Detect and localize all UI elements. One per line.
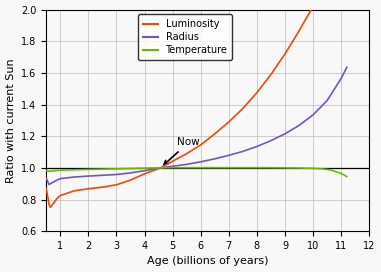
Temperature (58, 169, 62, 172)
X-axis label: Age (billions of years): Age (billions of years) (147, 256, 269, 267)
Temperature (297, 166, 301, 170)
Radius (344, 66, 349, 69)
Luminosity (100, 186, 105, 189)
Text: Now: Now (164, 137, 200, 165)
Temperature (227, 166, 231, 169)
Radius (114, 173, 119, 176)
Radius (227, 154, 231, 157)
Temperature (128, 167, 133, 170)
Temperature (283, 166, 287, 169)
Radius (100, 174, 105, 177)
Radius (240, 150, 245, 153)
Luminosity (55, 196, 60, 200)
Radius (170, 165, 175, 168)
Radius (86, 174, 91, 178)
Luminosity (114, 183, 119, 186)
Temperature (52, 169, 57, 172)
Luminosity (240, 107, 245, 110)
Temperature (339, 172, 343, 175)
Luminosity (142, 172, 147, 175)
Radius (255, 145, 259, 148)
Radius (47, 183, 51, 186)
Luminosity (269, 73, 273, 76)
Radius (142, 169, 147, 172)
Luminosity (58, 194, 62, 197)
Temperature (240, 166, 245, 169)
Luminosity (255, 91, 259, 94)
Radius (283, 132, 287, 135)
Luminosity (47, 203, 51, 206)
Luminosity (158, 166, 163, 169)
Radius (58, 177, 62, 180)
Line: Temperature: Temperature (46, 168, 347, 177)
Radius (199, 160, 203, 163)
Temperature (184, 166, 189, 169)
Radius (184, 163, 189, 166)
Temperature (86, 168, 91, 171)
Y-axis label: Ratio with current Sun: Ratio with current Sun (6, 58, 16, 183)
Luminosity (227, 120, 231, 123)
Luminosity (199, 143, 203, 147)
Radius (44, 177, 48, 180)
Radius (297, 124, 301, 127)
Luminosity (170, 160, 175, 163)
Temperature (47, 170, 51, 173)
Temperature (311, 167, 315, 170)
Luminosity (311, 5, 315, 8)
Temperature (55, 169, 60, 172)
Temperature (269, 166, 273, 169)
Luminosity (297, 29, 301, 33)
Temperature (100, 168, 105, 171)
Luminosity (184, 152, 189, 155)
Luminosity (213, 132, 217, 135)
Temperature (213, 166, 217, 169)
Temperature (255, 166, 259, 169)
Luminosity (86, 187, 91, 190)
Luminosity (283, 52, 287, 55)
Radius (311, 113, 315, 116)
Radius (325, 99, 330, 102)
Radius (55, 178, 60, 181)
Radius (269, 139, 273, 142)
Radius (213, 157, 217, 160)
Radius (339, 77, 343, 80)
Line: Luminosity: Luminosity (46, 0, 347, 208)
Radius (52, 180, 57, 183)
Legend: Luminosity, Radius, Temperature: Luminosity, Radius, Temperature (138, 14, 232, 60)
Temperature (158, 166, 163, 169)
Luminosity (51, 202, 56, 205)
Temperature (50, 169, 54, 173)
Radius (50, 181, 54, 184)
Temperature (44, 169, 48, 172)
Temperature (199, 166, 203, 169)
Line: Radius: Radius (46, 67, 347, 184)
Radius (72, 175, 77, 179)
Luminosity (72, 189, 77, 192)
Luminosity (48, 206, 53, 209)
Temperature (344, 175, 349, 178)
Temperature (319, 167, 324, 171)
Temperature (114, 167, 119, 171)
Temperature (170, 166, 175, 169)
Radius (128, 171, 133, 175)
Luminosity (128, 178, 133, 182)
Temperature (328, 168, 332, 171)
Luminosity (44, 187, 48, 190)
Radius (158, 166, 163, 169)
Temperature (72, 168, 77, 171)
Temperature (142, 166, 147, 170)
